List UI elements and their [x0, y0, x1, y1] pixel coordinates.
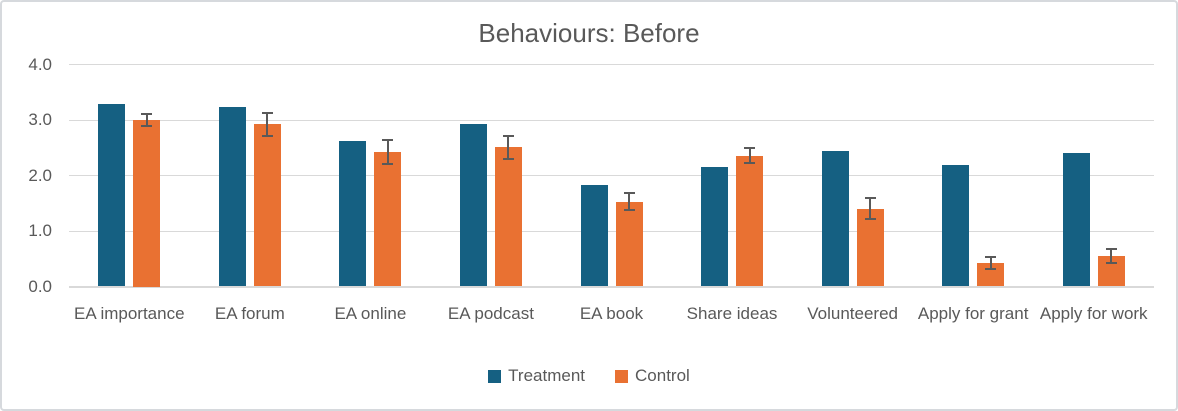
bar-control [615, 201, 643, 287]
error-bar-cap-top [623, 192, 635, 195]
bar-control [133, 120, 161, 287]
legend-item-control: Control [615, 366, 690, 386]
error-bar-cap-top [141, 112, 153, 115]
bar-treatment [701, 167, 729, 287]
gridline [69, 119, 1154, 121]
gridline [69, 230, 1154, 232]
x-axis-line [69, 285, 1154, 288]
bar-treatment [459, 123, 487, 287]
x-axis-label: EA importance [73, 304, 185, 323]
bar-treatment [580, 184, 608, 287]
y-axis-tick-label: 3.0 [28, 110, 52, 129]
chart-title: Behaviours: Before [478, 18, 700, 48]
error-bar [869, 198, 872, 220]
bar-treatment [339, 140, 367, 287]
error-bar-cap-top [382, 138, 394, 141]
error-bar-cap-bottom [261, 134, 273, 137]
error-bar-cap-bottom [382, 163, 394, 166]
legend-label: Control [635, 366, 690, 385]
bar-control [494, 147, 522, 287]
error-bar-cap-bottom [502, 157, 514, 160]
x-axis-label: Apply for grant [917, 304, 1029, 323]
error-bar-cap-bottom [1105, 261, 1117, 264]
bar-treatment [821, 150, 849, 287]
x-axis-label: Apply for work [1039, 304, 1148, 323]
legend-swatch-treatment [488, 369, 502, 383]
y-axis-tick-label: 0.0 [28, 276, 52, 296]
error-bar-cap-bottom [864, 218, 876, 221]
x-axis-label: EA podcast [447, 304, 534, 323]
bar-treatment [942, 164, 970, 287]
bar-control [856, 208, 884, 287]
error-bar [266, 113, 269, 136]
x-axis-label: EA forum [214, 304, 285, 323]
error-bar-cap-top [864, 197, 876, 200]
x-axis-label: Volunteered [807, 304, 898, 323]
error-bar-cap-top [261, 112, 273, 115]
error-bar [989, 257, 992, 270]
bar-control [977, 263, 1005, 287]
x-axis-label: Share ideas [686, 304, 778, 323]
legend-swatch-control [615, 369, 629, 383]
bar-treatment [98, 104, 126, 287]
legend-label: Treatment [508, 366, 586, 385]
bar-control [736, 155, 764, 287]
y-axis-tick-label: 1.0 [28, 221, 52, 240]
error-bar-cap-bottom [744, 162, 756, 165]
y-axis-tick-label: 4.0 [28, 54, 52, 74]
error-bar-cap-bottom [985, 268, 997, 271]
bar-control [374, 152, 402, 287]
error-bar [507, 135, 510, 159]
y-axis-tick-label: 2.0 [28, 165, 52, 185]
error-bar [748, 147, 751, 164]
bar-treatment [218, 106, 246, 287]
error-bar [1110, 249, 1113, 263]
x-axis-label: EA online [334, 304, 407, 323]
error-bar-cap-top [502, 134, 514, 137]
error-bar [386, 139, 389, 165]
error-bar [145, 113, 148, 127]
error-bar-cap-top [985, 256, 997, 259]
error-bar-cap-top [744, 146, 756, 149]
error-bar-cap-bottom [623, 208, 635, 211]
gridline [69, 175, 1154, 176]
error-bar-cap-bottom [141, 125, 153, 128]
error-bar [628, 193, 630, 210]
chart-legend: Treatment Control [2, 366, 1176, 386]
bar-control [253, 124, 281, 287]
error-bar-cap-top [1105, 248, 1117, 251]
bar-treatment [1062, 152, 1090, 287]
legend-item-treatment: Treatment [488, 366, 585, 386]
gridline [69, 64, 1154, 65]
x-axis-label: EA book [579, 304, 644, 323]
